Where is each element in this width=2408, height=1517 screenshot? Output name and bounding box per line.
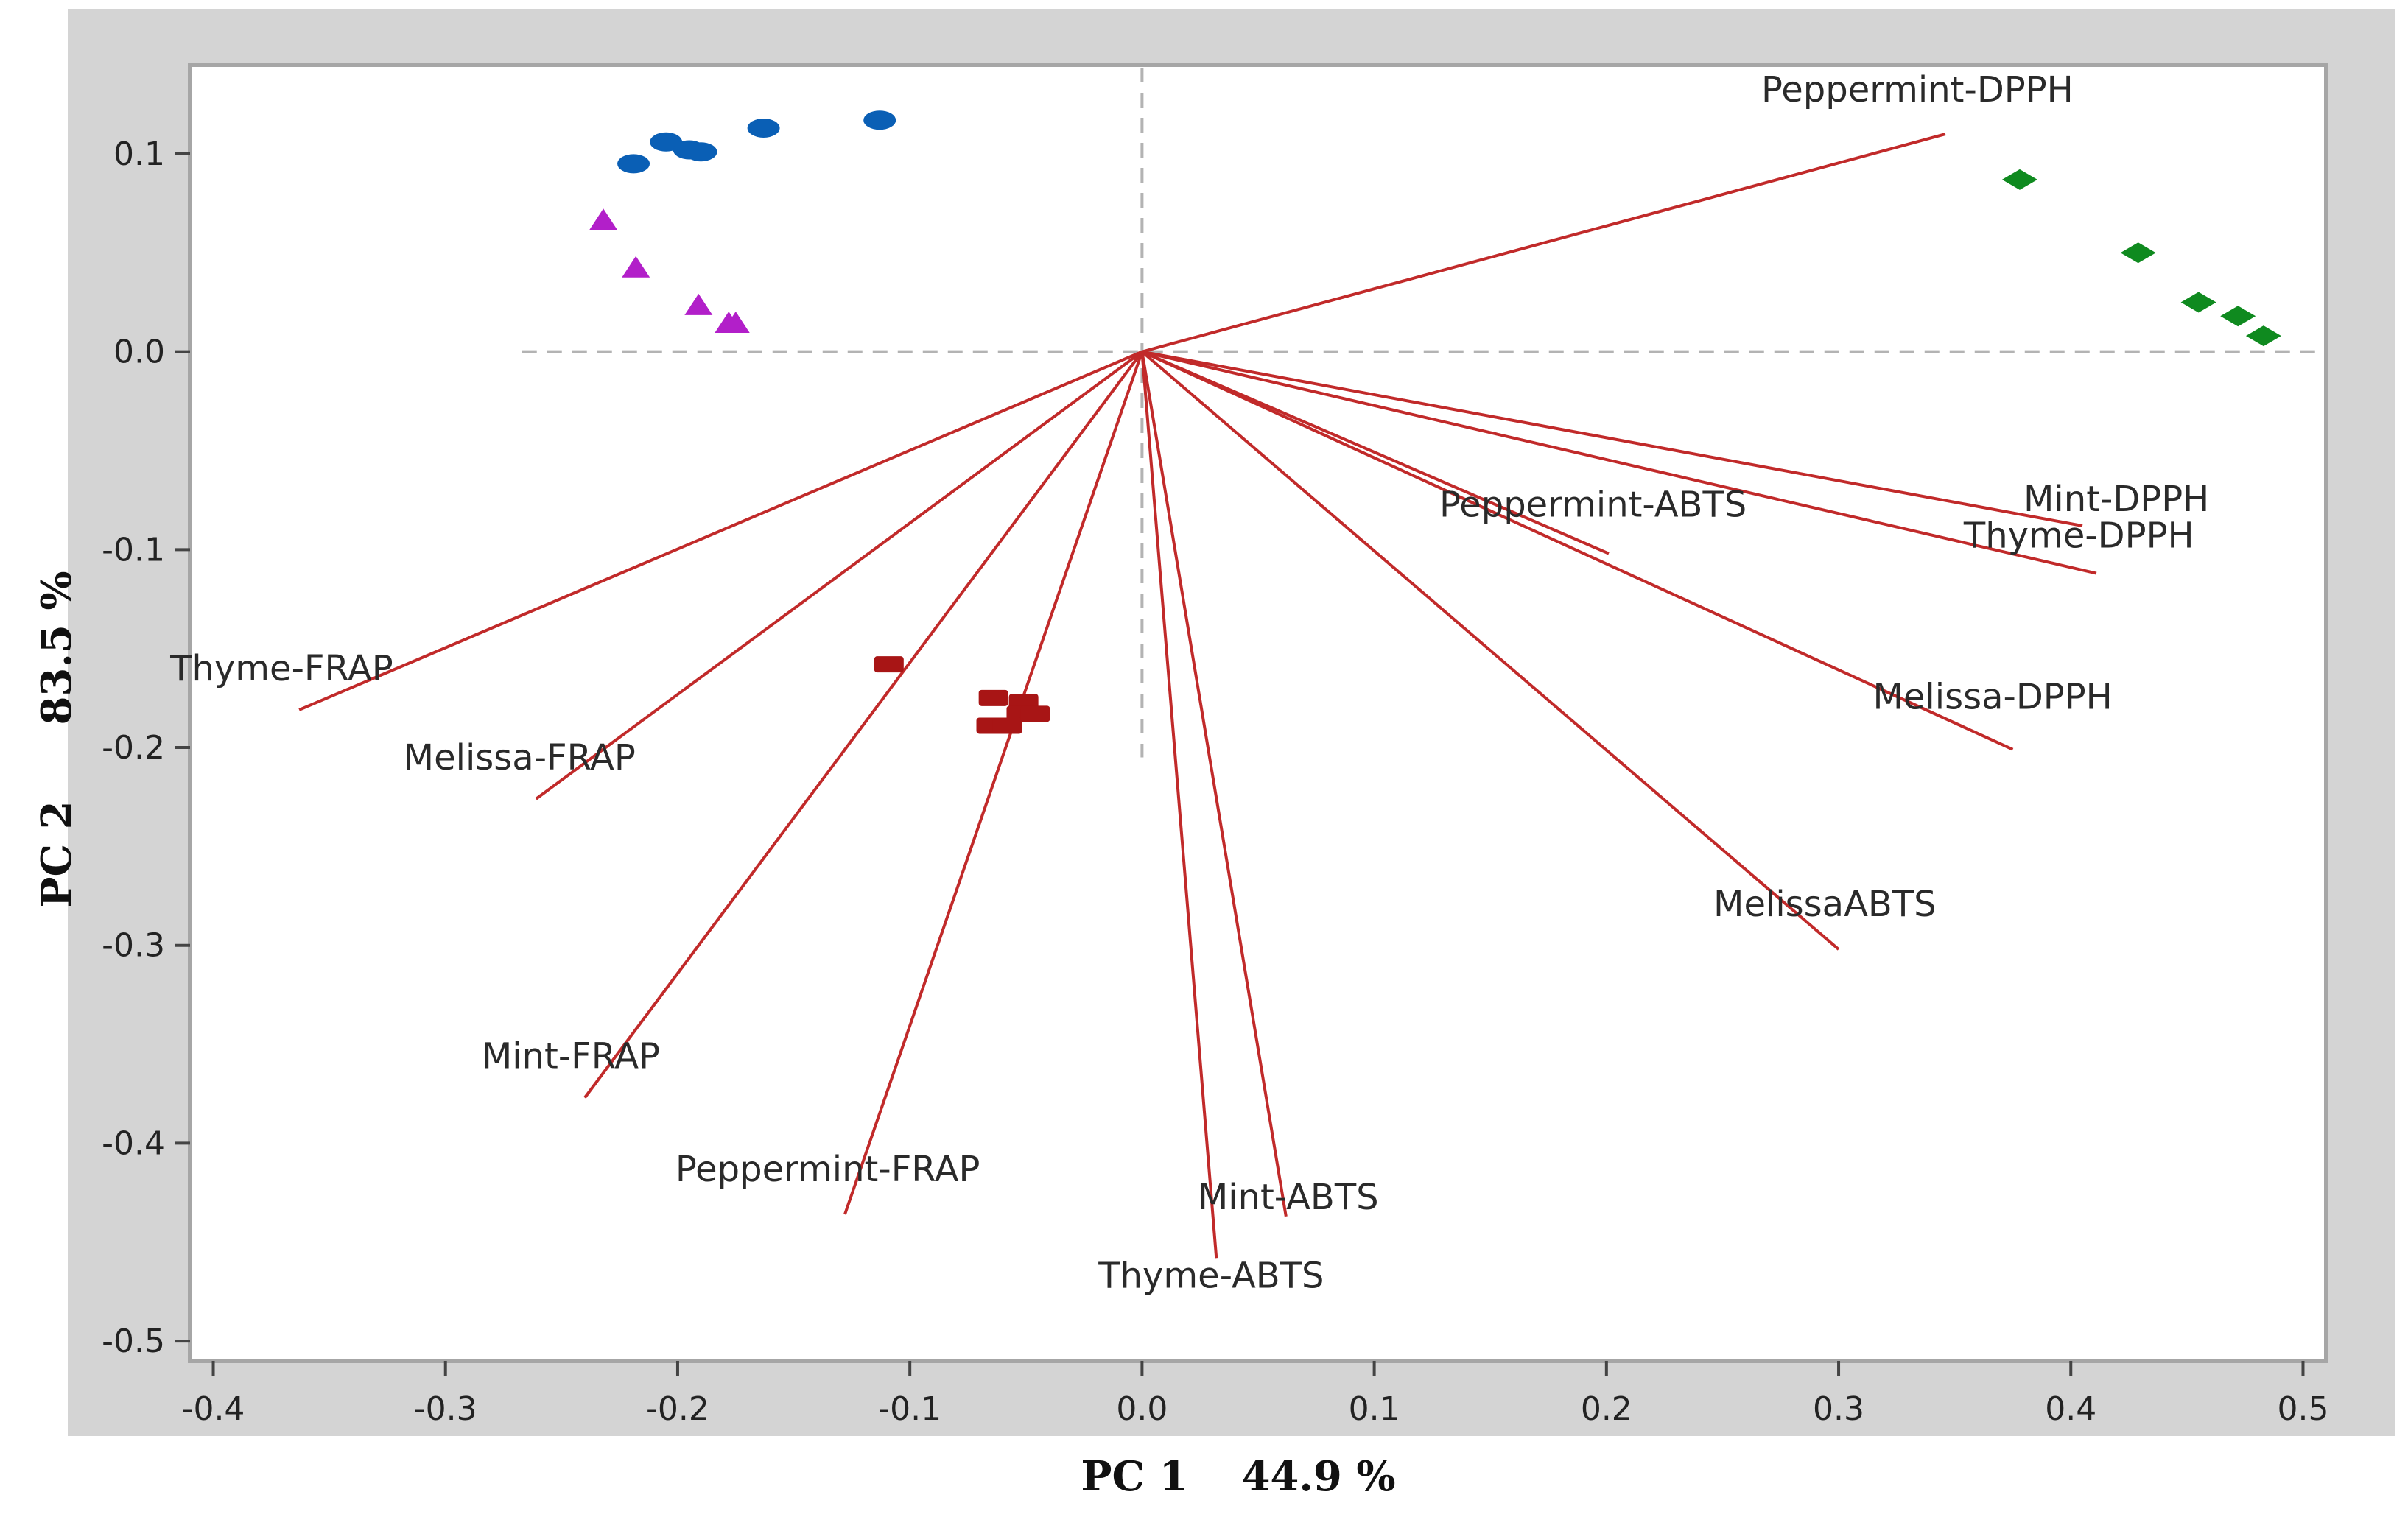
loading-vector-label: Melissa-FRAP [404,737,636,778]
triangle-point [721,312,750,333]
loading-vector [1141,133,1946,353]
diamond-point [2180,292,2216,313]
x-axis-label: PC 1 [1081,1452,1187,1501]
loading-vector-label: Melissa-DPPH [1872,677,2112,718]
ellipse-point [747,118,780,138]
x-tick-label: 0.1 [1349,1390,1400,1428]
diamond-point [2120,242,2156,264]
ellipse-point [684,142,717,162]
loading-vectors [298,133,2097,1259]
loading-vector [1142,350,2083,528]
loading-vector [1141,350,1610,555]
x-tick-label: -0.1 [878,1390,941,1428]
y-tick-label: 0.1 [113,135,165,173]
ellipse-point [617,154,650,174]
x-tick-label: 0.0 [1116,1390,1168,1428]
triangle-point [589,208,618,230]
triangle-point [684,293,713,315]
x-tick-label: -0.2 [646,1390,709,1428]
y-tick-label: -0.3 [102,927,165,965]
y-tick-label: 0.0 [113,334,165,371]
loading-vector [1140,351,1218,1259]
loading-vector [1141,350,2014,751]
loading-vector [535,351,1143,800]
loading-vector-label: Mint-ABTS [1198,1177,1379,1218]
y-axis-ticks: 0.1 0.0 -0.1 -0.2 -0.3 -0.4 -0.5 [102,135,190,1360]
loading-vector [583,351,1143,1099]
x-tick-label: 0.5 [2277,1390,2328,1428]
rectangle-point [874,656,904,673]
loading-vector [1141,351,1840,951]
rectangle-point [1020,705,1050,722]
x-tick-label: -0.3 [414,1390,477,1428]
y-axis-percent: 83.5 % [32,571,81,725]
loading-vector-label: Peppermint-DPPH [1761,69,2074,110]
loading-vector [843,351,1144,1215]
diamond-point [2220,306,2256,327]
x-tick-label: 0.2 [1581,1390,1632,1428]
y-tick-label: -0.4 [102,1124,165,1162]
loading-vector [298,350,1143,711]
y-axis-title: PC 2 83.5 % [32,571,81,907]
loading-vector-label: Thyme-DPPH [1963,515,2194,557]
loading-vector [1141,350,2097,575]
y-tick-label: -0.5 [102,1323,165,1360]
loading-vector-label: Peppermint-FRAP [675,1149,980,1190]
ellipse-point [863,110,896,130]
y-axis-label: PC 2 [32,800,81,907]
x-tick-label: 0.3 [1813,1390,1864,1428]
triangle-point [622,256,650,278]
x-tick-label: 0.4 [2045,1390,2096,1428]
loading-vector-label: Mint-DPPH [2023,479,2209,520]
x-axis-title: PC 1 44.9 % [1081,1452,1395,1501]
loading-vector [1140,351,1288,1217]
loading-vector-label: Peppermint-ABTS [1439,485,1747,526]
plot-area [188,63,2328,1363]
score-points [589,110,2281,734]
rectangle-point [992,717,1022,734]
diamond-point [2001,169,2037,190]
x-tick-label: -0.4 [182,1390,245,1428]
rectangle-point [978,689,1008,706]
loading-vector-label: Thyme-ABTS [1098,1255,1324,1296]
diamond-point [2245,325,2281,347]
loading-vector-label: Thyme-FRAP [169,648,393,689]
x-axis-percent: 44.9 % [1241,1452,1395,1501]
loading-vector-label: Mint-FRAP [482,1036,660,1077]
y-tick-label: -0.1 [102,531,165,569]
loading-vector-label: MelissaABTS [1713,884,1937,925]
y-tick-label: -0.2 [102,729,165,767]
x-axis-ticks: -0.4 -0.3 -0.2 -0.1 0.0 0.1 0.2 0.3 0.4 0.5 [182,1361,2328,1428]
